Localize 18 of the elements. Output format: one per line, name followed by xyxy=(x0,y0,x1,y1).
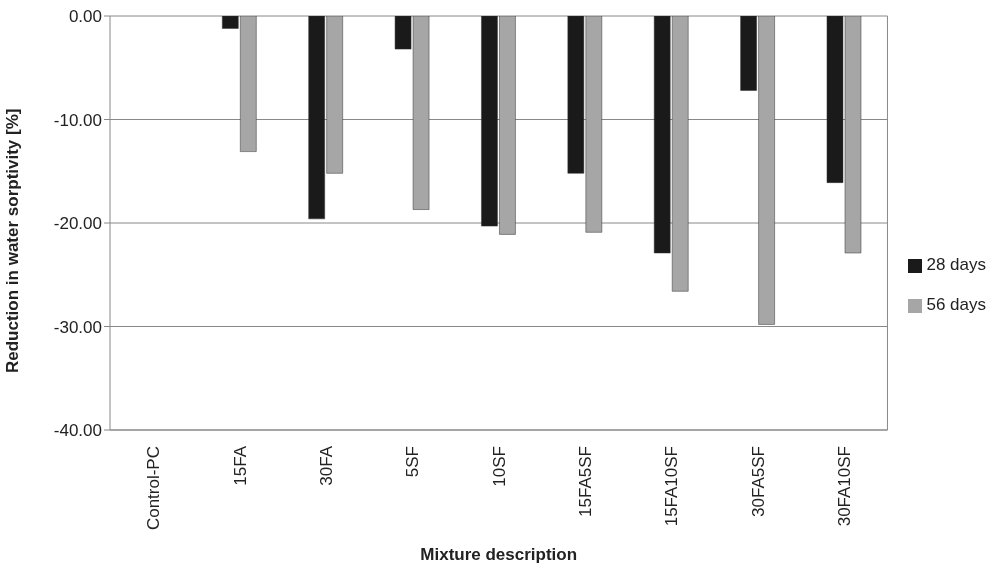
y-axis-title: Reduction in water sorptivity [%] xyxy=(3,108,23,373)
y-tick-label: -20.00 xyxy=(53,214,102,234)
x-tick-label: 30FA10SF xyxy=(835,446,855,527)
legend-label: 28 days xyxy=(926,255,986,274)
x-tick-label: Control-PC xyxy=(144,446,164,531)
x-tick-label: 10SF xyxy=(489,446,509,487)
y-tick-label: -10.00 xyxy=(53,110,102,130)
legend-label: 56 days xyxy=(926,295,986,314)
x-tick-label: 15FA10SF xyxy=(662,446,682,527)
y-tick-label: 0.00 xyxy=(68,7,102,27)
y-tick-label: -40.00 xyxy=(53,421,102,441)
x-tick-label: 5SF xyxy=(403,446,423,478)
x-tick-label: 30FA xyxy=(316,445,336,486)
x-tick-label: 15FA5SF xyxy=(576,446,596,517)
x-axis-title: Mixture description xyxy=(420,545,578,564)
x-tick-label: 30FA5SF xyxy=(748,446,768,517)
x-tick-label: 15FA xyxy=(230,445,250,486)
y-tick-label: -30.00 xyxy=(53,317,102,337)
